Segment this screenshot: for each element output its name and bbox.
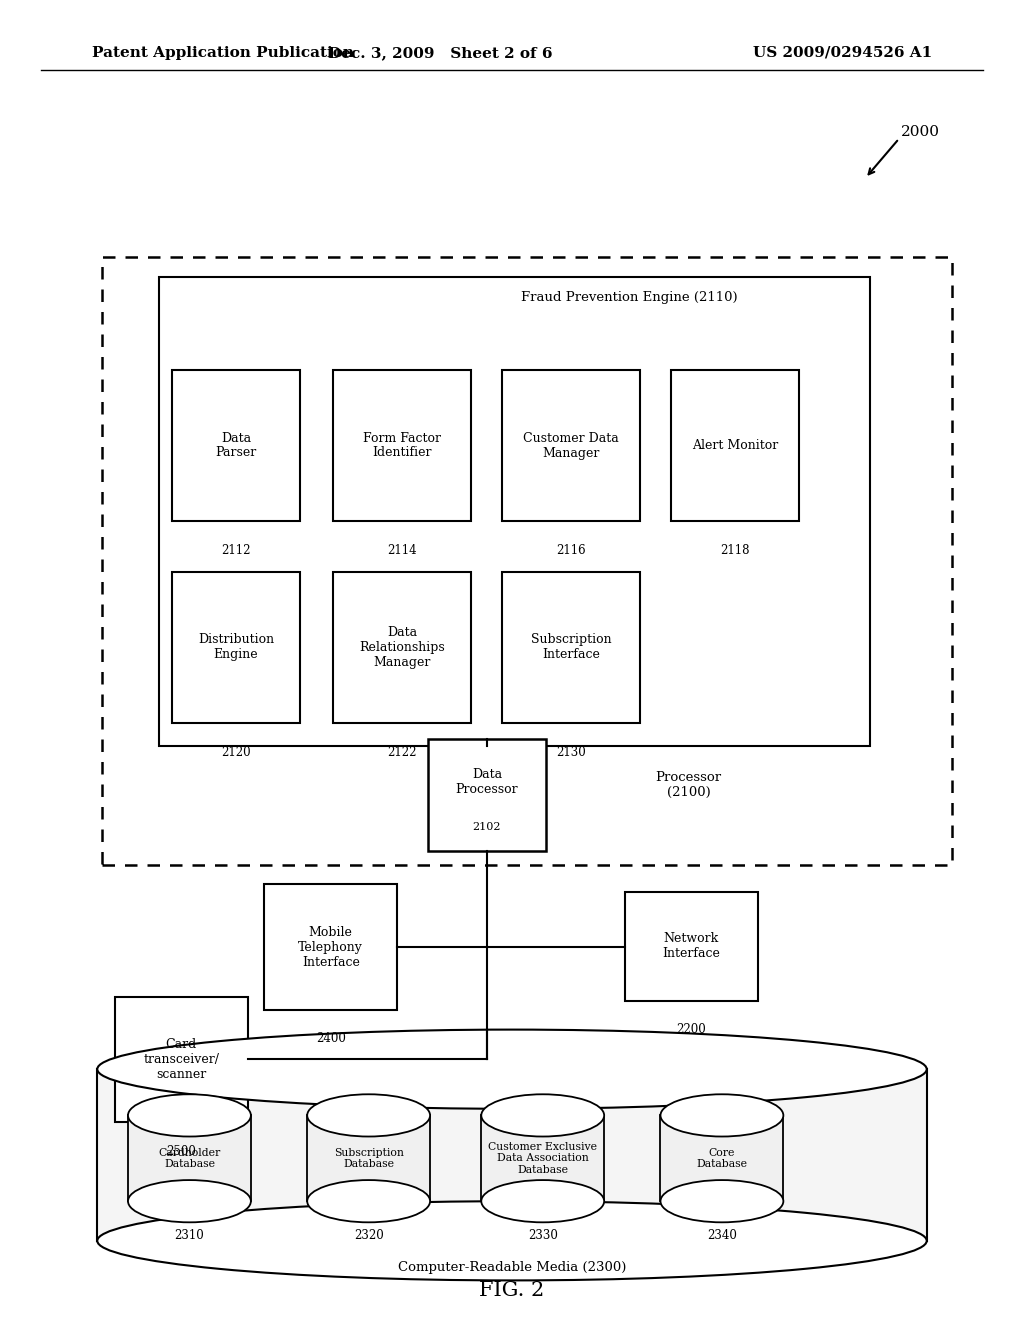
Ellipse shape [128,1180,251,1222]
Text: Alert Monitor: Alert Monitor [691,440,778,451]
Text: Data
Processor: Data Processor [456,768,518,796]
Text: 2122: 2122 [387,746,417,759]
FancyBboxPatch shape [502,572,640,723]
Text: 2120: 2120 [221,746,251,759]
Text: Mobile
Telephony
Interface: Mobile Telephony Interface [298,925,364,969]
FancyBboxPatch shape [671,370,799,521]
Text: Cardholder
Database: Cardholder Database [159,1147,220,1170]
FancyBboxPatch shape [481,1115,604,1201]
Ellipse shape [481,1180,604,1222]
Ellipse shape [481,1094,604,1137]
Text: 2400: 2400 [315,1032,346,1045]
Text: Card
transceiver/
scanner: Card transceiver/ scanner [143,1038,219,1081]
Text: Customer Data
Manager: Customer Data Manager [523,432,618,459]
FancyBboxPatch shape [159,277,870,746]
Text: Processor
(2100): Processor (2100) [655,771,722,800]
Ellipse shape [660,1180,783,1222]
Text: 2330: 2330 [527,1229,558,1242]
Text: 2340: 2340 [707,1229,737,1242]
Text: Patent Application Publication: Patent Application Publication [92,46,354,59]
Text: Core
Database: Core Database [696,1147,748,1170]
Text: Network
Interface: Network Interface [663,932,720,961]
Ellipse shape [128,1094,251,1137]
FancyBboxPatch shape [307,1115,430,1201]
FancyBboxPatch shape [333,572,471,723]
Ellipse shape [307,1094,430,1137]
Text: US 2009/0294526 A1: US 2009/0294526 A1 [753,46,932,59]
Text: 2130: 2130 [556,746,586,759]
Text: 2116: 2116 [556,544,586,557]
Ellipse shape [660,1094,783,1137]
FancyBboxPatch shape [115,997,248,1122]
Text: 2114: 2114 [387,544,417,557]
Text: 2310: 2310 [174,1229,205,1242]
Text: FIG. 2: FIG. 2 [479,1282,545,1300]
Text: Data
Relationships
Manager: Data Relationships Manager [359,626,444,669]
Text: Subscription
Database: Subscription Database [334,1147,403,1170]
FancyBboxPatch shape [128,1115,251,1201]
Text: 2200: 2200 [676,1023,707,1036]
Text: 2112: 2112 [221,544,251,557]
Ellipse shape [307,1180,430,1222]
Text: Fraud Prevention Engine (2110): Fraud Prevention Engine (2110) [520,290,737,304]
Text: Computer-Readable Media (2300): Computer-Readable Media (2300) [397,1261,627,1274]
Text: Distribution
Engine: Distribution Engine [198,634,274,661]
Text: Subscription
Interface: Subscription Interface [530,634,611,661]
FancyBboxPatch shape [502,370,640,521]
FancyBboxPatch shape [428,739,546,851]
Text: 2320: 2320 [353,1229,384,1242]
Text: 2000: 2000 [901,125,940,139]
FancyBboxPatch shape [660,1115,783,1201]
FancyBboxPatch shape [102,257,952,865]
Ellipse shape [97,1201,927,1280]
FancyBboxPatch shape [172,370,300,521]
Text: Dec. 3, 2009   Sheet 2 of 6: Dec. 3, 2009 Sheet 2 of 6 [328,46,553,59]
Ellipse shape [97,1030,927,1109]
Text: 2118: 2118 [720,544,750,557]
Text: 2102: 2102 [473,822,501,832]
Text: Form Factor
Identifier: Form Factor Identifier [362,432,441,459]
FancyBboxPatch shape [97,1069,927,1241]
Text: Customer Exclusive
Data Association
Database: Customer Exclusive Data Association Data… [488,1142,597,1175]
FancyBboxPatch shape [172,572,300,723]
FancyBboxPatch shape [264,884,397,1010]
Text: 2500: 2500 [166,1144,197,1158]
FancyBboxPatch shape [333,370,471,521]
FancyBboxPatch shape [625,892,758,1001]
Text: Data
Parser: Data Parser [215,432,257,459]
